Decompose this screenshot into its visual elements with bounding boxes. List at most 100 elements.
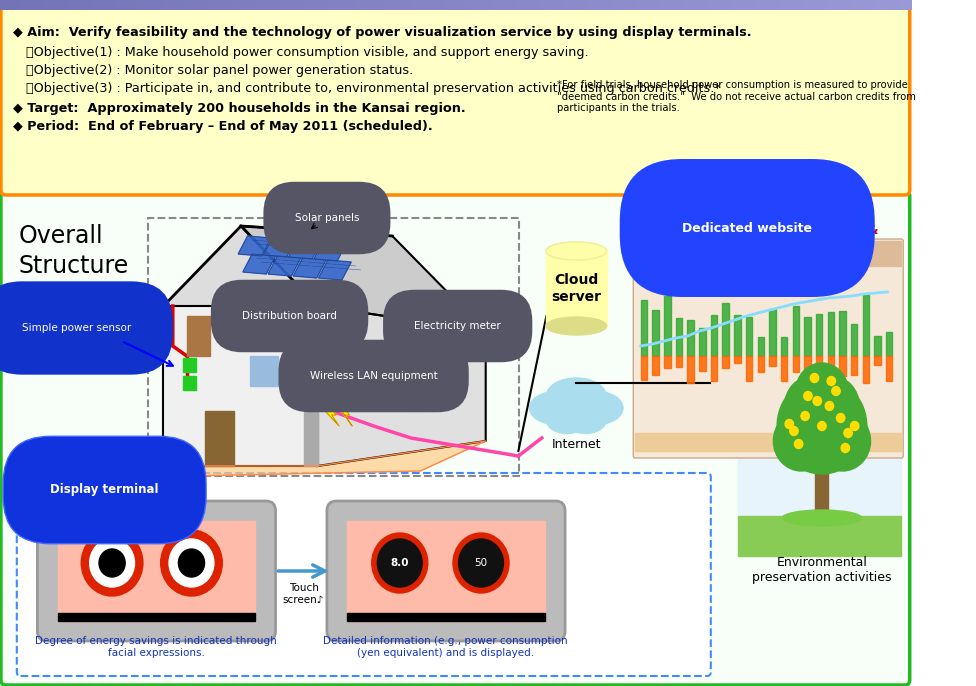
Bar	[183, 376, 196, 390]
Ellipse shape	[530, 392, 582, 425]
Bar	[722, 356, 729, 368]
Bar	[769, 356, 776, 366]
Circle shape	[818, 421, 826, 431]
Bar	[781, 356, 788, 381]
Bar	[804, 356, 811, 372]
Polygon shape	[264, 237, 296, 257]
Bar	[886, 356, 892, 381]
Ellipse shape	[782, 510, 862, 526]
Bar	[734, 356, 741, 363]
Circle shape	[90, 539, 135, 587]
Polygon shape	[241, 226, 486, 331]
Bar	[851, 356, 858, 375]
Text: Cloud
server: Cloud server	[551, 274, 601, 304]
Text: ◆ Aim:  Verify feasibility and the technology of power visualization service by : ◆ Aim: Verify feasibility and the techno…	[13, 26, 752, 39]
Bar	[675, 318, 682, 356]
Circle shape	[826, 401, 834, 410]
Circle shape	[372, 533, 427, 593]
Bar	[874, 356, 880, 365]
Bar	[851, 324, 858, 356]
Text: 8.0: 8.0	[390, 558, 409, 568]
Polygon shape	[322, 398, 339, 426]
Polygon shape	[314, 241, 346, 261]
Bar	[641, 356, 647, 380]
Bar	[816, 314, 823, 356]
Circle shape	[795, 363, 848, 419]
Circle shape	[841, 444, 849, 453]
Circle shape	[161, 530, 223, 596]
Bar	[347, 521, 545, 621]
Circle shape	[773, 411, 830, 471]
FancyBboxPatch shape	[1, 5, 910, 195]
Ellipse shape	[565, 407, 606, 434]
Polygon shape	[339, 398, 352, 426]
Circle shape	[378, 539, 423, 587]
Bar	[58, 521, 255, 621]
Ellipse shape	[546, 317, 607, 335]
Text: 50: 50	[474, 558, 488, 568]
Bar	[804, 317, 811, 356]
Bar	[652, 310, 659, 356]
Bar	[711, 315, 717, 356]
Circle shape	[179, 549, 205, 577]
Text: *For field trials, household power consumption is measured to provide
"deemed ca: *For field trials, household power consu…	[556, 80, 915, 113]
Bar	[699, 356, 706, 371]
Bar	[746, 317, 752, 356]
Text: Environmental
preservation activities: Environmental preservation activities	[752, 556, 892, 584]
Text: Dedicated website: Dedicated website	[682, 222, 812, 235]
FancyBboxPatch shape	[17, 473, 711, 676]
Bar	[206, 411, 233, 466]
Circle shape	[453, 533, 509, 593]
Polygon shape	[243, 254, 275, 274]
Bar	[769, 309, 776, 356]
Text: Distribution board: Distribution board	[242, 311, 337, 321]
Circle shape	[844, 429, 852, 438]
Bar	[746, 356, 752, 381]
Text: ◆ Target:  Approximately 200 households in the Kansai region.: ◆ Target: Approximately 200 households i…	[13, 102, 466, 115]
Bar	[722, 303, 729, 356]
Bar	[793, 356, 799, 372]
Bar	[58, 613, 255, 621]
FancyBboxPatch shape	[633, 239, 903, 458]
Bar	[183, 358, 196, 372]
Bar	[687, 320, 694, 356]
Bar	[793, 306, 799, 356]
Bar	[186, 316, 210, 356]
Ellipse shape	[571, 392, 623, 425]
Circle shape	[832, 386, 840, 396]
Text: ・Objective(3) : Participate in, and contribute to, environmental preservation ac: ・Objective(3) : Participate in, and cont…	[26, 82, 721, 95]
Text: Degree of energy savings is indicated through
facial expressions.: Degree of energy savings is indicated th…	[35, 636, 277, 658]
Text: Simple power sensor: Simple power sensor	[22, 323, 131, 333]
FancyBboxPatch shape	[1, 191, 910, 685]
Bar	[839, 356, 846, 376]
Polygon shape	[318, 260, 351, 280]
Text: Wireless LAN equipment: Wireless LAN equipment	[309, 371, 437, 381]
Circle shape	[804, 392, 812, 401]
Bar	[815, 466, 829, 521]
Circle shape	[803, 376, 859, 436]
Circle shape	[815, 411, 871, 471]
Bar	[816, 356, 823, 377]
Circle shape	[794, 440, 803, 449]
Circle shape	[827, 377, 835, 386]
Bar	[675, 356, 682, 367]
Ellipse shape	[547, 407, 588, 434]
Bar	[886, 332, 892, 356]
Bar	[738, 356, 902, 556]
Bar	[664, 296, 671, 356]
Bar	[635, 241, 902, 266]
Circle shape	[785, 376, 840, 436]
Circle shape	[813, 397, 822, 405]
Polygon shape	[268, 256, 301, 276]
Circle shape	[777, 378, 867, 474]
Text: Detailed information (e.g., power consumption
(yen equivalent) and is displayed.: Detailed information (e.g., power consum…	[323, 636, 568, 658]
Bar	[828, 356, 834, 370]
Bar	[304, 306, 317, 466]
Text: Participation &
contribution: Participation & contribution	[766, 224, 878, 252]
Bar	[734, 315, 741, 356]
Circle shape	[785, 420, 793, 429]
Bar	[839, 311, 846, 356]
Polygon shape	[163, 306, 317, 466]
Text: Touch
screen♪: Touch screen♪	[283, 583, 324, 604]
Polygon shape	[163, 226, 317, 306]
